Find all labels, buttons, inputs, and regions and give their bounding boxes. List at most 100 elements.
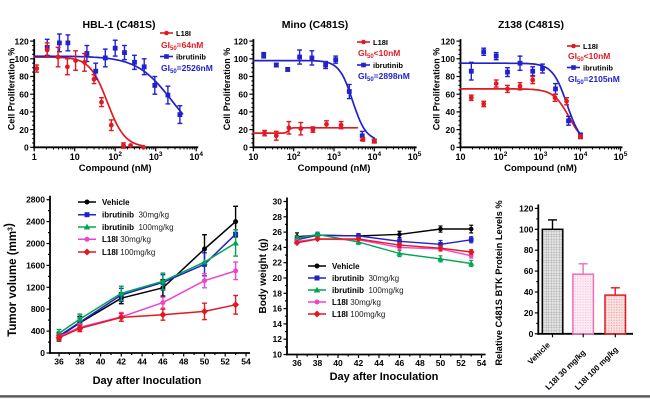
svg-text:Body weight (g): Body weight (g) bbox=[258, 239, 269, 314]
svg-text:Day after Inoculation: Day after Inoculation bbox=[330, 371, 439, 383]
svg-text:120: 120 bbox=[234, 36, 248, 46]
svg-text:80: 80 bbox=[238, 72, 248, 82]
svg-text:20: 20 bbox=[19, 125, 29, 135]
svg-text:80: 80 bbox=[19, 72, 29, 82]
svg-text:100: 100 bbox=[441, 54, 455, 64]
svg-text:54: 54 bbox=[241, 357, 251, 367]
svg-text:120: 120 bbox=[15, 36, 29, 46]
svg-text:80: 80 bbox=[446, 72, 456, 82]
svg-text:105: 105 bbox=[408, 151, 422, 162]
svg-text:10: 10 bbox=[70, 152, 80, 162]
svg-text:L18I 100mg/kg: L18I 100mg/kg bbox=[332, 310, 385, 319]
svg-text:Z138 (C481S): Z138 (C481S) bbox=[498, 19, 564, 31]
svg-text:Cell Proliferation %: Cell Proliferation % bbox=[7, 48, 17, 131]
svg-text:1: 1 bbox=[32, 152, 37, 162]
svg-text:100: 100 bbox=[15, 54, 29, 64]
svg-text:42: 42 bbox=[117, 357, 127, 367]
svg-text:52: 52 bbox=[220, 357, 230, 367]
svg-text:103: 103 bbox=[327, 151, 341, 162]
svg-text:80: 80 bbox=[524, 245, 534, 255]
svg-text:30: 30 bbox=[273, 197, 283, 207]
svg-text:L18I: L18I bbox=[176, 29, 191, 38]
svg-text:Vehicle: Vehicle bbox=[102, 198, 130, 207]
svg-text:50: 50 bbox=[200, 357, 210, 367]
svg-text:100: 100 bbox=[519, 224, 533, 234]
svg-text:10: 10 bbox=[248, 152, 258, 162]
svg-text:40: 40 bbox=[333, 358, 343, 368]
svg-text:Vehicle: Vehicle bbox=[332, 262, 360, 271]
svg-text:104: 104 bbox=[189, 151, 203, 162]
svg-text:20: 20 bbox=[238, 125, 248, 135]
svg-text:12: 12 bbox=[273, 334, 283, 344]
svg-text:36: 36 bbox=[292, 358, 302, 368]
svg-text:40: 40 bbox=[446, 107, 456, 117]
svg-text:10: 10 bbox=[273, 350, 283, 360]
svg-text:44: 44 bbox=[137, 357, 147, 367]
svg-text:800: 800 bbox=[31, 304, 45, 314]
svg-text:42: 42 bbox=[354, 358, 364, 368]
svg-text:16: 16 bbox=[273, 304, 283, 314]
svg-text:60: 60 bbox=[524, 266, 534, 276]
svg-text:ibrutinib: ibrutinib bbox=[176, 52, 206, 61]
svg-text:Compound (nM): Compound (nM) bbox=[79, 163, 152, 174]
svg-text:ibrutinib 100mg/kg: ibrutinib 100mg/kg bbox=[332, 286, 404, 295]
svg-text:1200: 1200 bbox=[26, 282, 45, 292]
svg-text:26: 26 bbox=[273, 227, 283, 237]
svg-text:ibrutinib: ibrutinib bbox=[373, 61, 403, 70]
svg-text:60: 60 bbox=[19, 89, 29, 99]
svg-text:L18I: L18I bbox=[583, 42, 598, 51]
svg-text:48: 48 bbox=[415, 358, 425, 368]
svg-text:36: 36 bbox=[54, 357, 64, 367]
svg-text:40: 40 bbox=[238, 107, 248, 117]
svg-text:18: 18 bbox=[273, 288, 283, 298]
svg-text:60: 60 bbox=[238, 89, 248, 99]
svg-text:60: 60 bbox=[446, 89, 456, 99]
svg-text:50: 50 bbox=[436, 358, 446, 368]
svg-text:Compound (nM): Compound (nM) bbox=[504, 163, 577, 174]
svg-text:ibrutinib 100mg/kg: ibrutinib 100mg/kg bbox=[102, 223, 174, 232]
svg-text:52: 52 bbox=[456, 358, 466, 368]
svg-text:0: 0 bbox=[529, 329, 534, 339]
svg-text:44: 44 bbox=[374, 358, 384, 368]
svg-text:24: 24 bbox=[273, 242, 283, 252]
svg-text:38: 38 bbox=[75, 357, 85, 367]
svg-text:L18I 30mg/kg: L18I 30mg/kg bbox=[102, 235, 151, 244]
svg-text:40: 40 bbox=[524, 287, 534, 297]
svg-text:0: 0 bbox=[450, 143, 455, 153]
svg-text:103: 103 bbox=[149, 151, 163, 162]
svg-text:0: 0 bbox=[243, 143, 248, 153]
svg-text:40: 40 bbox=[96, 357, 106, 367]
svg-text:0: 0 bbox=[24, 143, 29, 153]
svg-text:38: 38 bbox=[313, 358, 323, 368]
svg-text:HBL-1 (C481S): HBL-1 (C481S) bbox=[83, 19, 156, 31]
svg-text:102: 102 bbox=[494, 151, 508, 162]
svg-text:Relative C481S BTK Protein Lev: Relative C481S BTK Protein Levels % bbox=[494, 200, 504, 366]
svg-text:ibrutinib: ibrutinib bbox=[583, 63, 613, 72]
svg-text:Tumor volume (mm3): Tumor volume (mm3) bbox=[4, 223, 20, 337]
svg-text:Mino (C481S): Mino (C481S) bbox=[282, 19, 349, 31]
svg-text:102: 102 bbox=[108, 151, 122, 162]
svg-text:102: 102 bbox=[287, 151, 301, 162]
svg-text:20: 20 bbox=[273, 273, 283, 283]
svg-text:14: 14 bbox=[273, 319, 283, 329]
svg-text:ibrutinib 30mg/kg: ibrutinib 30mg/kg bbox=[102, 211, 169, 220]
svg-text:ibrutinib 30mg/kg: ibrutinib 30mg/kg bbox=[332, 274, 399, 283]
svg-text:2400: 2400 bbox=[26, 217, 45, 227]
svg-text:20: 20 bbox=[446, 125, 456, 135]
svg-text:46: 46 bbox=[395, 358, 405, 368]
svg-text:L18I 30mg/kg: L18I 30mg/kg bbox=[332, 298, 381, 307]
svg-text:54: 54 bbox=[477, 358, 487, 368]
svg-text:10: 10 bbox=[455, 152, 465, 162]
svg-text:28: 28 bbox=[273, 212, 283, 222]
svg-text:105: 105 bbox=[614, 151, 628, 162]
svg-text:22: 22 bbox=[273, 258, 283, 268]
svg-text:1600: 1600 bbox=[26, 260, 45, 270]
svg-text:2800: 2800 bbox=[26, 195, 45, 205]
svg-text:120: 120 bbox=[441, 36, 455, 46]
svg-text:20: 20 bbox=[524, 308, 534, 318]
svg-text:48: 48 bbox=[179, 357, 189, 367]
svg-text:L18I: L18I bbox=[373, 38, 388, 47]
svg-text:40: 40 bbox=[19, 107, 29, 117]
svg-text:120: 120 bbox=[519, 203, 533, 213]
svg-text:Cell Proliferation %: Cell Proliferation % bbox=[432, 48, 442, 131]
